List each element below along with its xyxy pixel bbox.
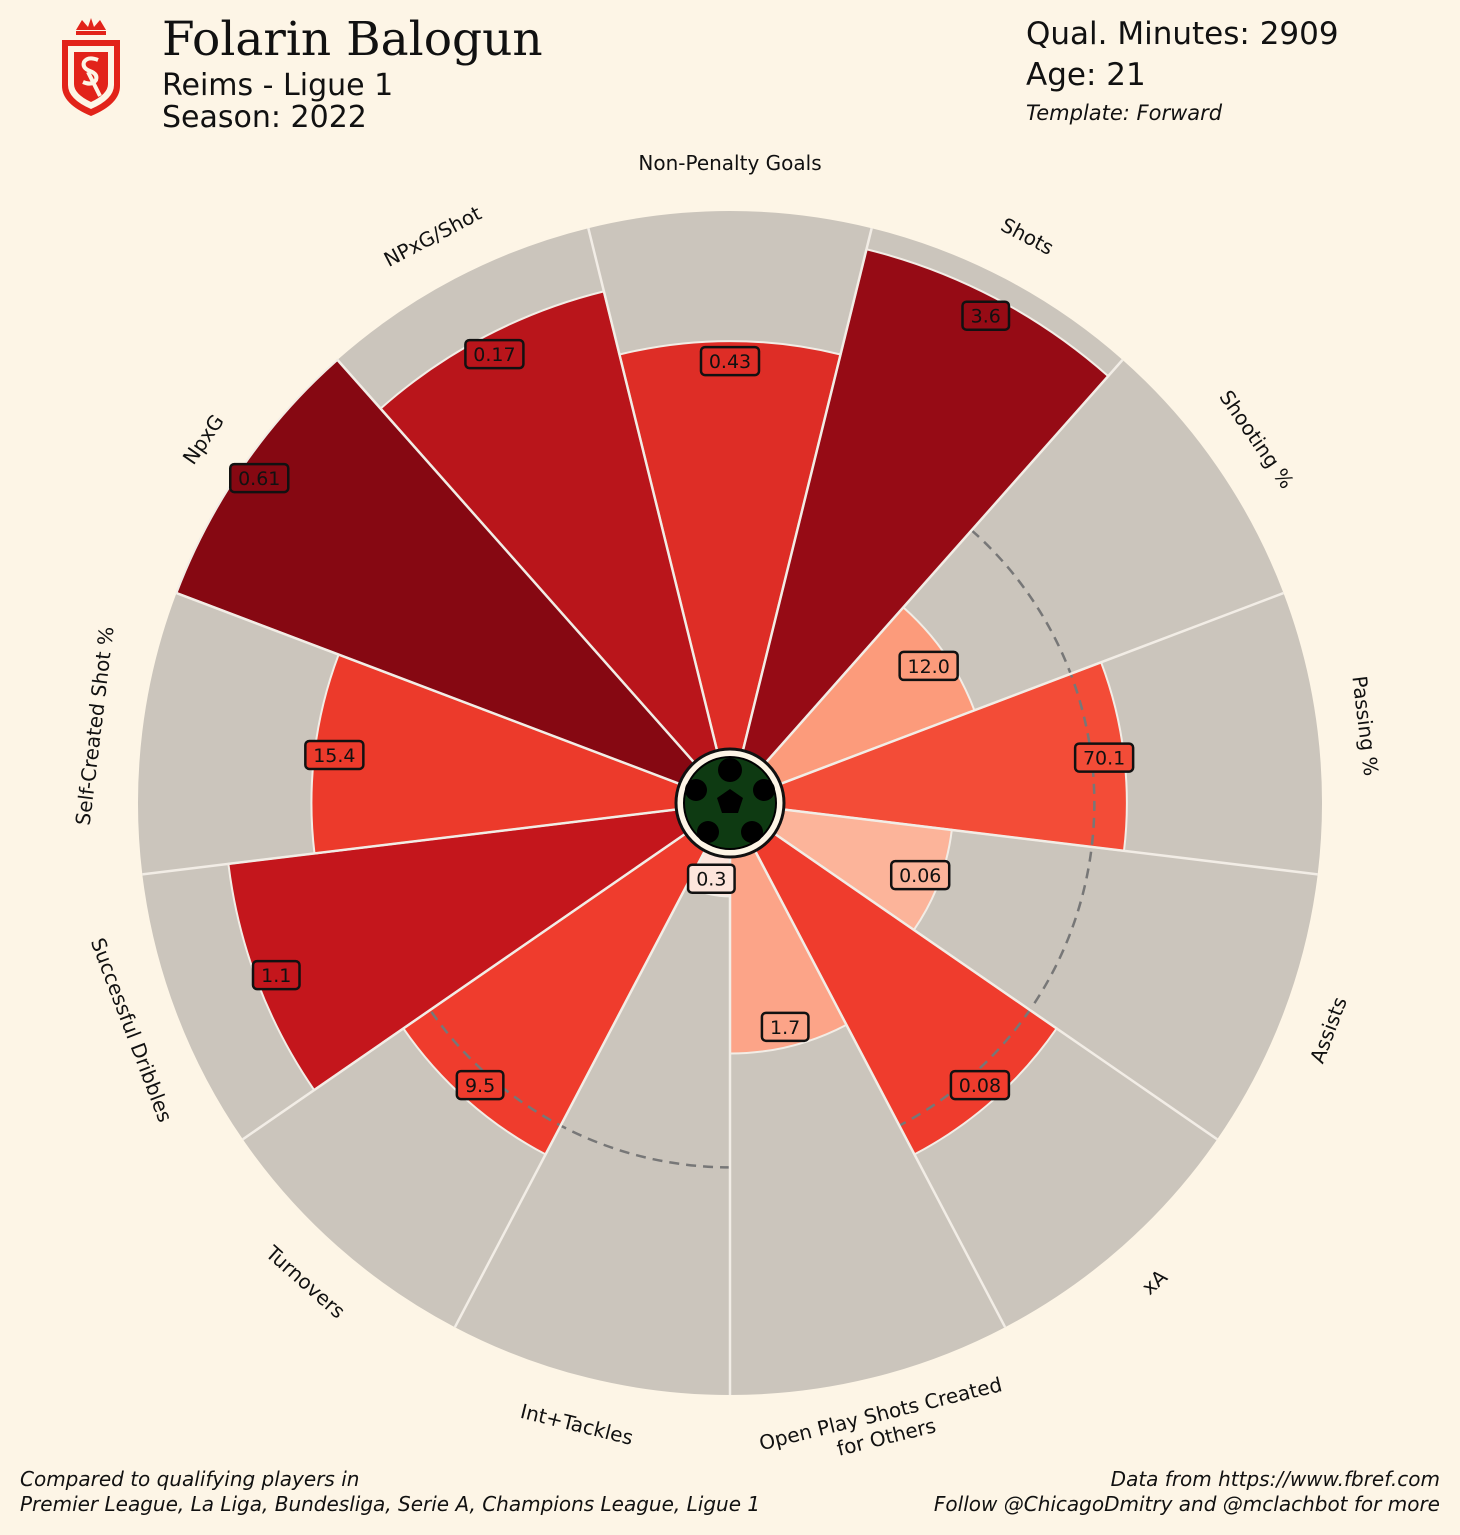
metric-label-npxg-shot: NPxG/Shot — [380, 201, 486, 272]
divider — [752, 846, 1007, 1328]
player-age: Age: 21 — [1026, 57, 1146, 93]
divider — [242, 830, 690, 1141]
metric-label-int-tackles: Int+Tackles — [518, 1399, 636, 1450]
divider — [740, 227, 873, 755]
player-header: Folarin Balogun Reims - Ligue 1 Season: … — [162, 10, 543, 134]
soccer-ball-icon — [674, 747, 786, 859]
svg-text:1.7: 1.7 — [770, 1017, 800, 1039]
divider — [336, 359, 698, 767]
svg-text:0.61: 0.61 — [238, 468, 280, 490]
comparison-line-2: Premier League, La Liga, Bundesliga, Ser… — [20, 1492, 761, 1516]
svg-text:12.0: 12.0 — [907, 656, 949, 678]
value-label-turnovers: 9.5 — [455, 1069, 505, 1101]
value-label-successful-dribbles: 1.1 — [251, 959, 301, 991]
value-label-non-penalty-goals: 0.43 — [699, 345, 761, 377]
divider — [770, 830, 1218, 1141]
divider — [776, 591, 1284, 787]
club-league: Reims - Ligue 1 — [162, 68, 394, 103]
player-info: Qual. Minutes: 2909 Age: 21 Template: Fo… — [1026, 14, 1339, 130]
track-int-tackles — [454, 847, 730, 1395]
source-line-2: Follow @ChicagoDmitry and @mclachbot for… — [933, 1492, 1440, 1516]
footer-source: Data from https://www.fbref.com Follow @… — [934, 1467, 1440, 1517]
template-label: Template: Forward — [1026, 101, 1223, 125]
metric-label-shooting: Shooting % — [1214, 386, 1299, 493]
value-label-npxg-shot: 0.17 — [464, 338, 525, 370]
svg-text:0.43: 0.43 — [709, 351, 751, 373]
footer-comparison: Compared to qualifying players in Premie… — [20, 1467, 760, 1517]
stade-de-reims-crest-icon — [62, 18, 120, 116]
svg-text:0.17: 0.17 — [473, 344, 515, 366]
metric-label-turnovers: Turnovers — [260, 1240, 350, 1323]
value-label-xa: 0.08 — [949, 1069, 1011, 1101]
svg-text:0.06: 0.06 — [899, 865, 941, 887]
value-label-shots: 3.6 — [961, 300, 1011, 331]
value-label-self-created-shot: 15.4 — [304, 739, 365, 771]
svg-text:3.6: 3.6 — [971, 306, 1001, 328]
svg-text:0.3: 0.3 — [696, 869, 726, 891]
metric-label-shots: Shots — [997, 213, 1058, 260]
metric-label-assists: Assists — [1305, 994, 1352, 1067]
player-name: Folarin Balogun — [162, 12, 543, 67]
svg-text:1.1: 1.1 — [261, 965, 291, 987]
divider — [453, 846, 708, 1328]
value-label-npxg: 0.61 — [229, 462, 290, 494]
svg-text:0.08: 0.08 — [959, 1075, 1001, 1097]
value-label-passing: 70.1 — [1073, 742, 1135, 773]
metric-label-xa: xA — [1137, 1264, 1172, 1299]
value-label-shooting: 12.0 — [898, 650, 959, 682]
svg-text:70.1: 70.1 — [1083, 748, 1125, 770]
metric-label-self-created-shot: Self-Created Shot % — [71, 625, 119, 826]
divider — [176, 591, 684, 787]
divider — [779, 807, 1318, 876]
group-ring — [898, 529, 1096, 1127]
divider — [587, 227, 720, 755]
svg-text:9.5: 9.5 — [465, 1075, 495, 1097]
metric-label-npxg: NpxG — [178, 410, 229, 469]
source-line-1: Data from https://www.fbref.com — [1110, 1467, 1440, 1491]
value-label-int-tackles: 0.3 — [686, 863, 736, 894]
metric-label-passing: Passing % — [1347, 675, 1383, 778]
value-label-assists: 0.06 — [889, 859, 951, 891]
value-label-open-play-shots-created-for-others: 1.7 — [760, 1011, 810, 1043]
divider — [762, 359, 1124, 767]
qualified-minutes: Qual. Minutes: 2909 — [1026, 16, 1339, 52]
comparison-line-1: Compared to qualifying players in — [20, 1467, 360, 1491]
svg-text:15.4: 15.4 — [313, 745, 355, 767]
season: Season: 2022 — [162, 100, 367, 135]
metric-label-non-penalty-goals: Non-Penalty Goals — [638, 151, 821, 175]
divider — [142, 807, 681, 876]
